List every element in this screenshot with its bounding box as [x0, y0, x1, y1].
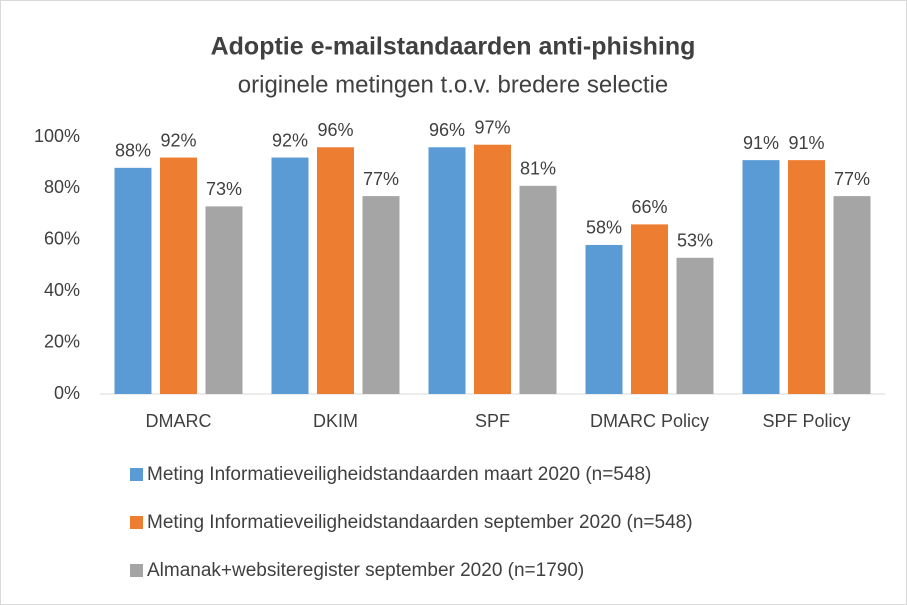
data-label: 77%	[834, 169, 870, 189]
x-tick-label: SPF	[475, 411, 510, 431]
y-tick-label: 100%	[34, 126, 80, 146]
x-tick-label: SPF Policy	[762, 411, 850, 431]
x-tick-label: DMARC	[146, 411, 212, 431]
y-tick-label: 40%	[44, 280, 80, 300]
bar	[474, 144, 511, 394]
x-tick-label: DMARC Policy	[590, 411, 709, 431]
bar	[676, 257, 714, 394]
data-label: 92%	[160, 130, 196, 150]
data-label: 96%	[317, 120, 353, 140]
bar	[788, 160, 825, 394]
data-label: 73%	[206, 179, 242, 199]
data-label: 66%	[631, 197, 667, 217]
legend-swatch	[130, 468, 143, 481]
data-label: 97%	[474, 117, 510, 137]
legend-swatch	[130, 516, 143, 529]
y-tick-label: 80%	[44, 177, 80, 197]
x-tick-label: DKIM	[313, 411, 358, 431]
bar	[317, 147, 354, 394]
y-tick-label: 0%	[54, 383, 80, 403]
data-label: 81%	[520, 159, 556, 179]
data-label: 91%	[743, 133, 779, 153]
bar	[362, 196, 400, 394]
chart-subtitle: originele metingen t.o.v. bredere select…	[238, 71, 668, 98]
bar	[742, 160, 780, 394]
data-label: 58%	[586, 218, 622, 238]
bar	[160, 157, 197, 394]
bar	[519, 185, 557, 394]
data-label: 53%	[677, 231, 713, 251]
data-label: 88%	[115, 141, 151, 161]
legend-swatch	[130, 564, 143, 577]
legend-label: Meting Informatieveiligheidstandaarden s…	[147, 512, 693, 533]
bar	[833, 196, 871, 394]
chart-title: Adoptie e-mailstandaarden anti-phishing	[211, 33, 696, 61]
data-label: 92%	[272, 130, 308, 150]
data-label: 77%	[363, 169, 399, 189]
data-label: 91%	[788, 133, 824, 153]
bar	[631, 224, 668, 394]
data-label: 96%	[429, 120, 465, 140]
bar	[271, 157, 309, 394]
bar	[428, 147, 466, 394]
legend-label: Meting Informatieveiligheidstandaarden m…	[147, 464, 651, 485]
bar	[585, 244, 623, 394]
bar	[114, 167, 152, 394]
y-tick-label: 60%	[44, 229, 80, 249]
legend-label: Almanak+websiteregister september 2020 (…	[147, 560, 584, 581]
bar	[205, 206, 243, 394]
y-tick-label: 20%	[44, 331, 80, 351]
